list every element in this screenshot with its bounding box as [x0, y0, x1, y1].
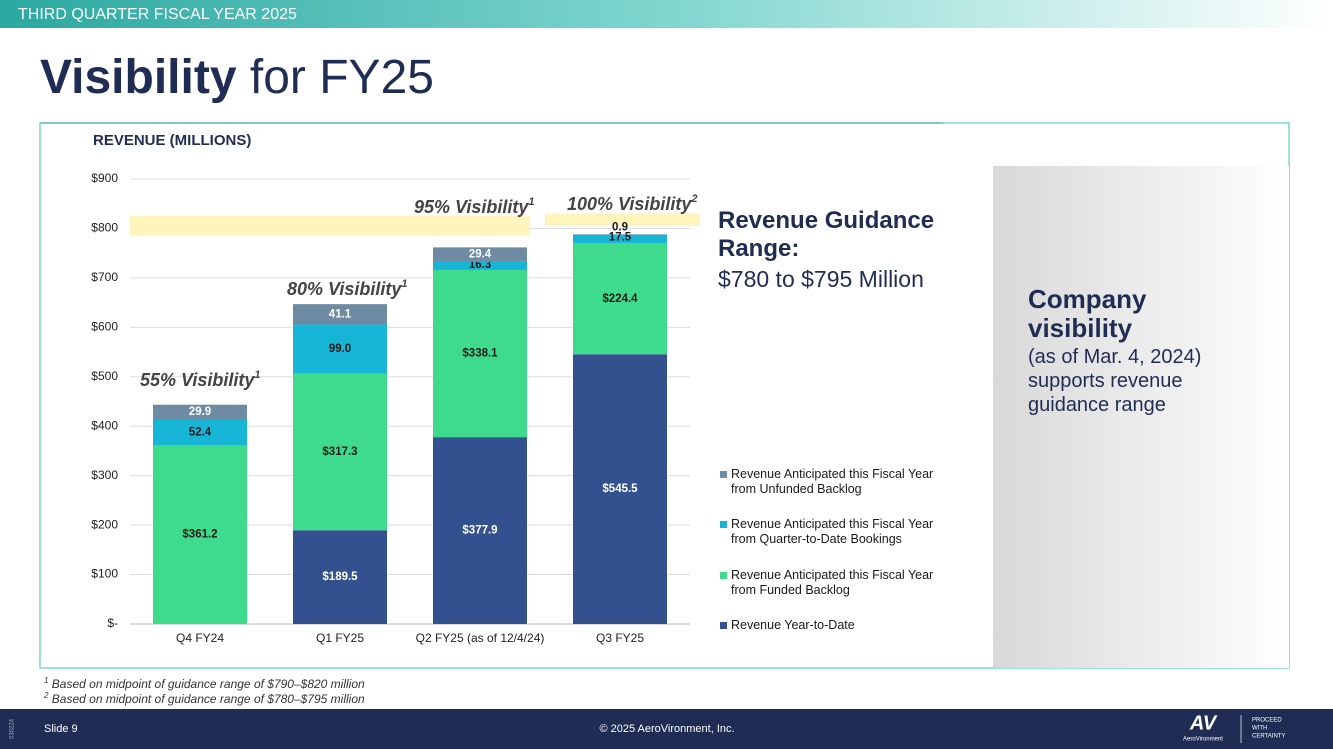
- bar-segment: [293, 304, 387, 325]
- annotation-sup: 1: [254, 369, 260, 381]
- visibility-annotation: 80% Visibility1: [287, 278, 408, 299]
- x-tick-label: Q4 FY24: [176, 631, 224, 645]
- footer-band: [0, 709, 1333, 749]
- annotation-sup: 2: [690, 193, 697, 205]
- bar-segment: [153, 419, 247, 446]
- legend-swatch: [720, 471, 727, 478]
- y-tick-label: $900: [91, 171, 118, 185]
- data-label: 29.9: [189, 406, 211, 418]
- guidance-band: [545, 213, 700, 226]
- legend-entry: Revenue Anticipated this Fiscal Year fro…: [720, 517, 945, 547]
- bar-segment: [433, 437, 527, 624]
- legend-entry: Revenue Year-to-Date: [720, 618, 945, 633]
- data-label: 41.1: [329, 308, 352, 320]
- legend-entry: Revenue Anticipated this Fiscal Year fro…: [720, 568, 945, 598]
- bar-segment: [293, 324, 387, 374]
- visibility-annotation: 95% Visibility1: [414, 196, 535, 217]
- legend-swatch: [720, 521, 727, 528]
- data-label: 29.4: [469, 249, 492, 261]
- bar-segment: [573, 354, 667, 624]
- legend-swatch: [720, 622, 727, 629]
- tagline: PROCEED: [1252, 718, 1282, 724]
- legend-swatch: [720, 572, 727, 579]
- bar-segment: [293, 530, 387, 624]
- side-code: 030224: [10, 718, 16, 739]
- slide-number: Slide 9: [44, 723, 78, 735]
- x-tick-label: Q1 FY25: [316, 631, 364, 645]
- logo-sub: AeroVironment: [1183, 737, 1223, 743]
- guidance-heading: Revenue Guidance Range:: [718, 207, 935, 262]
- panel-note: (as of Mar. 4, 2024): [1028, 346, 1202, 368]
- bar-segment: [153, 445, 247, 624]
- data-label: 0.9: [612, 221, 628, 233]
- bar-segment: [573, 243, 667, 355]
- copyright: © 2025 AeroVironment, Inc.: [599, 723, 734, 735]
- data-label: $189.5: [322, 571, 358, 583]
- guidance-band: [130, 216, 530, 236]
- visibility-annotation: 100% Visibility2: [567, 193, 698, 214]
- guidance-range: $780 to $795 Million: [718, 266, 924, 292]
- y-tick-label: $200: [91, 517, 118, 531]
- y-tick-label: $100: [91, 567, 118, 581]
- data-label: 99.0: [329, 343, 351, 355]
- bar-segment: [433, 261, 527, 270]
- data-label: $224.4: [602, 293, 638, 305]
- y-tick-label: $600: [91, 320, 118, 334]
- legend-label: Revenue Anticipated this Fiscal Year fro…: [731, 568, 934, 597]
- panel-body: supports revenue guidance range: [1028, 370, 1183, 416]
- footnote: 1 Based on midpoint of guidance range of…: [44, 676, 365, 692]
- x-tick-label: Q2 FY25 (as of 12/4/24): [416, 631, 545, 645]
- annotation-sup: 1: [528, 196, 534, 208]
- header-band: [0, 0, 1333, 28]
- annotation-sup: 1: [401, 278, 407, 290]
- data-label: $338.1: [462, 348, 498, 360]
- data-label: $545.5: [602, 483, 638, 495]
- annotation-text: 55% Visibility: [140, 370, 255, 390]
- logo: AV: [1189, 712, 1218, 734]
- annotation-text: 100% Visibility: [567, 194, 692, 214]
- data-label: $361.2: [182, 529, 217, 541]
- data-label: $317.3: [322, 446, 357, 458]
- y-tick-label: $500: [91, 369, 118, 383]
- tagline: WITH: [1252, 726, 1267, 732]
- legend-entry: Revenue Anticipated this Fiscal Year fro…: [720, 467, 945, 497]
- legend-label: Revenue Anticipated this Fiscal Year fro…: [731, 467, 934, 496]
- annotation-text: 80% Visibility: [287, 279, 402, 299]
- side-panel: [993, 166, 1289, 668]
- chart-title: REVENUE (MILLIONS): [93, 132, 251, 149]
- legend-label: Revenue Year-to-Date: [731, 618, 855, 632]
- visibility-annotation: 55% Visibility1: [140, 369, 261, 390]
- data-label: $377.9: [462, 525, 497, 537]
- legend-label: Revenue Anticipated this Fiscal Year fro…: [731, 517, 934, 546]
- data-label: 16.3: [469, 259, 491, 271]
- y-tick-label: $-: [107, 616, 118, 630]
- x-tick-label: Q3 FY25: [596, 631, 644, 645]
- header-text: THIRD QUARTER FISCAL YEAR 2025: [18, 6, 297, 23]
- bar-segment: [153, 404, 247, 420]
- panel-heading: Company visibility: [1028, 284, 1147, 343]
- annotation-text: 95% Visibility: [414, 197, 529, 217]
- bar-segment: [433, 247, 527, 262]
- data-label: 17.5: [609, 232, 632, 244]
- y-tick-label: $300: [91, 468, 118, 482]
- bar-segment: [573, 234, 667, 244]
- footnote: 2 Based on midpoint of guidance range of…: [43, 691, 365, 707]
- tagline: CERTAINTY: [1252, 734, 1285, 740]
- bar-segment: [433, 269, 527, 438]
- y-tick-label: $800: [91, 221, 118, 235]
- y-tick-label: $700: [91, 270, 118, 284]
- data-label: 52.4: [189, 426, 212, 438]
- bar-segment: [293, 373, 387, 531]
- y-tick-label: $400: [91, 418, 118, 432]
- slide-title: Visibility for FY25: [40, 51, 434, 104]
